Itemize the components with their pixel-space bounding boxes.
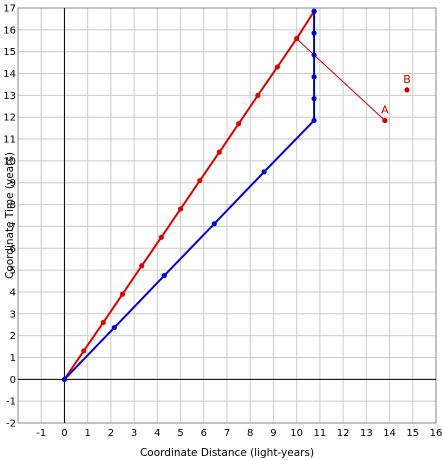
x-tick-label: 5 xyxy=(177,428,183,439)
red-series-point xyxy=(197,177,203,184)
blue-series-point xyxy=(311,52,317,58)
y-tick-label: 2 xyxy=(10,331,16,342)
x-tick-label: 11 xyxy=(314,428,327,439)
blue-series-point xyxy=(311,96,317,102)
red-series-point xyxy=(139,263,145,269)
y-tick-label: 7 xyxy=(10,222,16,233)
x-tick-label: 14 xyxy=(383,428,396,439)
x-tick-label: 4 xyxy=(154,428,160,439)
red-series-point xyxy=(216,149,222,155)
red-series-point xyxy=(236,121,242,127)
y-tick-label: 13 xyxy=(3,91,16,102)
plot-frame xyxy=(17,7,437,424)
blue-series-point xyxy=(311,74,317,80)
annotation-point-b xyxy=(404,87,410,93)
y-tick-label: 8 xyxy=(10,200,16,211)
y-tick-label: 10 xyxy=(3,156,16,167)
red-series-point xyxy=(177,206,184,212)
series-points xyxy=(61,8,317,382)
x-tick-label: 0 xyxy=(61,428,67,439)
y-tick-label: 6 xyxy=(10,244,16,255)
y-axis-label: Coordinate Time (years) xyxy=(4,152,16,279)
blue-series-point xyxy=(261,169,267,175)
y-tick-label: 9 xyxy=(10,178,16,189)
red-series-point xyxy=(119,291,126,297)
y-tick-label: 17 xyxy=(3,4,16,15)
annotations: AB xyxy=(381,73,411,124)
annotation-point-a xyxy=(382,117,388,124)
x-tick-label: 10 xyxy=(290,428,303,439)
red-series-point xyxy=(294,35,300,42)
x-tick-labels: -1 0 1 2 3 4 5 6 7 8 9 10 11 12 13 14 15 16 xyxy=(36,428,442,439)
blue-series-point xyxy=(311,30,317,36)
y-tick-label: 14 xyxy=(3,69,16,80)
y-tick-label: 16 xyxy=(3,25,16,36)
annotation-label-b: B xyxy=(403,73,411,86)
x-axis-label: Coordinate Distance (light-years) xyxy=(140,447,314,459)
red-series-point xyxy=(81,348,87,354)
blue-series-point xyxy=(211,221,217,227)
x-tick-label: 9 xyxy=(270,428,276,439)
y-tick-label: 15 xyxy=(3,47,16,58)
x-tick-label: 13 xyxy=(360,428,373,439)
annotation-label-a: A xyxy=(381,103,389,116)
y-tick-label: 5 xyxy=(10,266,16,277)
red-series-point xyxy=(100,319,106,326)
blue-series-point xyxy=(311,8,317,14)
y-tick-label: 12 xyxy=(3,113,16,124)
blue-series-point xyxy=(111,324,117,331)
x-tick-label: 8 xyxy=(247,428,253,439)
blue-series-point xyxy=(311,117,317,124)
x-tick-label: 12 xyxy=(337,428,350,439)
red-series-point xyxy=(255,92,261,98)
y-tick-label: 3 xyxy=(10,309,16,320)
y-tick-label: -1 xyxy=(6,397,16,408)
x-tick-label: 15 xyxy=(406,428,419,439)
x-tick-label: 1 xyxy=(84,428,90,439)
blue-series-point xyxy=(161,272,167,279)
x-tick-label: 2 xyxy=(108,428,114,439)
x-tick-label: 6 xyxy=(201,428,207,439)
blue-series-point xyxy=(61,376,68,382)
x-tick-label: 7 xyxy=(224,428,230,439)
y-tick-label: 4 xyxy=(10,287,16,298)
x-tick-label: 3 xyxy=(131,428,137,439)
x-tick-label: 16 xyxy=(430,428,442,439)
axes xyxy=(17,7,437,424)
y-tick-label: -2 xyxy=(6,419,16,430)
red-series-line xyxy=(63,10,315,380)
y-tick-label: 11 xyxy=(3,135,16,146)
red-series-point xyxy=(158,234,164,240)
y-tick-label: 0 xyxy=(10,375,16,386)
red-series-point xyxy=(274,64,280,70)
y-tick-label: 1 xyxy=(10,353,16,364)
x-tick-label: -1 xyxy=(36,428,46,439)
